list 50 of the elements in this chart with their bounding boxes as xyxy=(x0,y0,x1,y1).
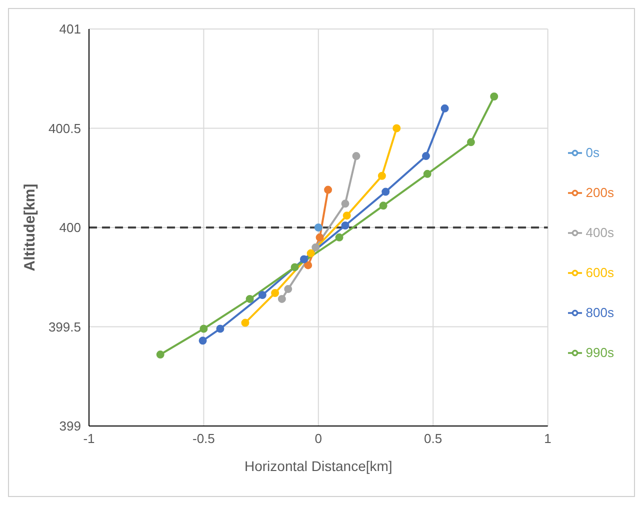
point xyxy=(379,202,388,210)
point xyxy=(306,249,315,258)
point xyxy=(246,294,254,303)
legend-label: 990s xyxy=(586,344,614,360)
y-tick-label: 400.5 xyxy=(48,120,81,136)
point xyxy=(423,170,432,178)
point xyxy=(490,92,498,100)
point xyxy=(378,172,386,180)
point xyxy=(382,188,390,196)
point xyxy=(278,294,286,303)
point xyxy=(316,233,324,242)
point xyxy=(271,289,280,298)
point xyxy=(216,324,224,333)
point xyxy=(200,324,208,333)
y-tick-label: 401 xyxy=(59,22,81,37)
point xyxy=(341,200,350,208)
y-axis-title: Altitude[km] xyxy=(21,184,38,272)
point xyxy=(324,186,332,194)
point xyxy=(392,124,401,132)
x-tick-label: -1 xyxy=(83,431,95,446)
point xyxy=(422,152,430,160)
y-tick-label: 400 xyxy=(59,220,81,236)
y-tick-label: 399 xyxy=(59,418,81,434)
x-tick-label: 0 xyxy=(314,431,322,446)
point xyxy=(156,350,164,359)
x-tick-label: -0.5 xyxy=(192,431,215,446)
x-axis-title: Horizontal Distance[km] xyxy=(244,458,392,474)
point xyxy=(284,285,292,294)
legend-label: 800s xyxy=(586,304,614,320)
point xyxy=(300,255,308,264)
point xyxy=(314,224,322,232)
point xyxy=(258,290,266,299)
x-tick-label: 0.5 xyxy=(424,431,442,446)
legend-label: 0s xyxy=(586,144,600,160)
legend-label: 400s xyxy=(586,224,614,240)
point xyxy=(335,233,344,242)
legend-label: 200s xyxy=(586,184,614,200)
point xyxy=(466,138,475,146)
point xyxy=(341,222,350,230)
legend-label: 600s xyxy=(586,264,614,280)
point xyxy=(241,318,250,327)
point xyxy=(198,336,207,345)
point xyxy=(290,263,299,272)
y-tick-label: 399.5 xyxy=(48,319,81,334)
point xyxy=(342,212,351,220)
point xyxy=(352,152,360,160)
point xyxy=(304,261,312,270)
point xyxy=(312,243,320,252)
point xyxy=(440,104,449,112)
x-tick-label: 1 xyxy=(544,431,552,446)
